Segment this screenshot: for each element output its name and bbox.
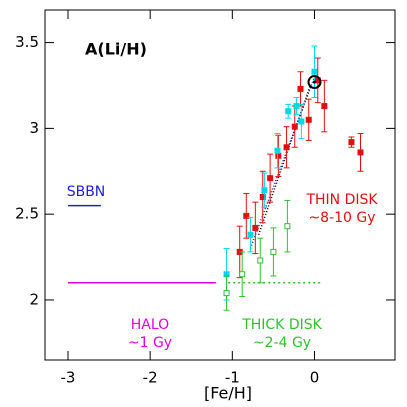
annotation: ~8-10 Gy bbox=[308, 210, 375, 226]
data-point bbox=[285, 108, 292, 115]
annotation: ~2-4 Gy bbox=[253, 335, 311, 351]
y-tick-label: 2.5 bbox=[15, 205, 39, 223]
data-point bbox=[348, 139, 355, 146]
data-point bbox=[321, 103, 328, 110]
data-point bbox=[275, 152, 282, 159]
y-tick-label: 2 bbox=[29, 290, 39, 308]
data-point bbox=[243, 212, 250, 219]
y-tick-label: 3.5 bbox=[15, 33, 39, 51]
y-tick-label: 3 bbox=[29, 119, 39, 137]
data-point bbox=[297, 85, 304, 92]
x-tick-label: -2 bbox=[143, 369, 158, 387]
data-point bbox=[261, 187, 268, 194]
x-axis-label: [Fe/H] bbox=[204, 384, 252, 403]
annotation: ~1 Gy bbox=[128, 335, 172, 351]
data-point bbox=[283, 144, 290, 151]
data-point bbox=[223, 290, 230, 297]
chart-title: A(Li/H) bbox=[85, 40, 147, 59]
plot-frame bbox=[44, 9, 396, 361]
data-point bbox=[274, 147, 281, 154]
data-point bbox=[267, 175, 274, 182]
reference-line bbox=[249, 76, 316, 249]
data-point bbox=[284, 223, 291, 230]
data-point bbox=[357, 149, 364, 156]
data-point bbox=[305, 116, 312, 123]
data-point bbox=[252, 224, 259, 231]
annotation: THIN DISK bbox=[305, 192, 378, 208]
x-tick-label: -1 bbox=[225, 369, 240, 387]
data-point bbox=[270, 248, 277, 255]
data-point bbox=[259, 194, 266, 201]
data-point bbox=[239, 271, 246, 278]
data-point bbox=[291, 123, 298, 130]
sun-symbol bbox=[307, 75, 322, 90]
data-point bbox=[298, 118, 305, 125]
data-point bbox=[247, 231, 254, 238]
data-point bbox=[311, 68, 318, 75]
data-point bbox=[257, 257, 264, 264]
data-point bbox=[293, 103, 300, 110]
annotation: SBBN bbox=[67, 184, 106, 200]
annotation: THICK DISK bbox=[241, 317, 322, 333]
x-tick-label: 0 bbox=[310, 369, 320, 387]
sun-symbol-dot bbox=[312, 80, 316, 84]
reference-line bbox=[257, 85, 312, 236]
annotation: HALO bbox=[131, 317, 169, 333]
x-tick-label: -3 bbox=[61, 369, 76, 387]
